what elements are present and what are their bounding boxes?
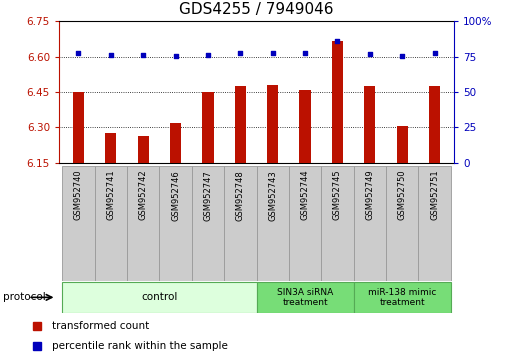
FancyBboxPatch shape bbox=[256, 166, 289, 281]
Bar bbox=[332, 41, 343, 163]
FancyBboxPatch shape bbox=[62, 166, 94, 281]
Bar bbox=[300, 90, 311, 163]
Bar bbox=[137, 136, 149, 163]
Text: protocol: protocol bbox=[3, 292, 45, 302]
Bar bbox=[364, 86, 376, 163]
FancyBboxPatch shape bbox=[289, 166, 321, 281]
Point bbox=[171, 53, 180, 58]
FancyBboxPatch shape bbox=[256, 282, 353, 313]
FancyBboxPatch shape bbox=[62, 282, 256, 313]
Text: GSM952745: GSM952745 bbox=[333, 170, 342, 221]
FancyBboxPatch shape bbox=[224, 166, 256, 281]
Point bbox=[366, 51, 374, 57]
Title: GDS4255 / 7949046: GDS4255 / 7949046 bbox=[179, 2, 334, 17]
FancyBboxPatch shape bbox=[94, 166, 127, 281]
Bar bbox=[105, 133, 116, 163]
Point bbox=[398, 53, 406, 58]
Text: GSM952746: GSM952746 bbox=[171, 170, 180, 221]
Point bbox=[333, 39, 342, 44]
Text: GSM952748: GSM952748 bbox=[236, 170, 245, 221]
Text: GSM952744: GSM952744 bbox=[301, 170, 309, 221]
Bar bbox=[170, 123, 181, 163]
Point bbox=[269, 50, 277, 56]
Text: transformed count: transformed count bbox=[52, 321, 149, 331]
Text: GSM952740: GSM952740 bbox=[74, 170, 83, 221]
FancyBboxPatch shape bbox=[353, 282, 451, 313]
Text: GSM952742: GSM952742 bbox=[139, 170, 148, 221]
Text: GSM952750: GSM952750 bbox=[398, 170, 407, 221]
Point bbox=[301, 51, 309, 56]
FancyBboxPatch shape bbox=[353, 166, 386, 281]
FancyBboxPatch shape bbox=[386, 166, 419, 281]
Bar bbox=[234, 86, 246, 163]
Text: GSM952743: GSM952743 bbox=[268, 170, 277, 221]
Point bbox=[236, 50, 244, 56]
Text: GSM952749: GSM952749 bbox=[365, 170, 374, 221]
Text: GSM952751: GSM952751 bbox=[430, 170, 439, 221]
Point bbox=[107, 53, 115, 58]
Text: miR-138 mimic
treatment: miR-138 mimic treatment bbox=[368, 288, 437, 307]
Point bbox=[139, 52, 147, 58]
Bar bbox=[202, 92, 213, 163]
FancyBboxPatch shape bbox=[419, 166, 451, 281]
FancyBboxPatch shape bbox=[160, 166, 192, 281]
Text: control: control bbox=[141, 292, 177, 302]
Point bbox=[204, 52, 212, 58]
Text: GSM952741: GSM952741 bbox=[106, 170, 115, 221]
Point bbox=[74, 50, 83, 56]
Text: percentile rank within the sample: percentile rank within the sample bbox=[52, 341, 227, 351]
Bar bbox=[267, 85, 279, 163]
Bar bbox=[397, 126, 408, 163]
Text: SIN3A siRNA
treatment: SIN3A siRNA treatment bbox=[277, 288, 333, 307]
FancyBboxPatch shape bbox=[321, 166, 353, 281]
Bar bbox=[429, 86, 440, 163]
FancyBboxPatch shape bbox=[127, 166, 160, 281]
Bar bbox=[73, 92, 84, 163]
FancyBboxPatch shape bbox=[192, 166, 224, 281]
Point bbox=[430, 51, 439, 56]
Text: GSM952747: GSM952747 bbox=[204, 170, 212, 221]
